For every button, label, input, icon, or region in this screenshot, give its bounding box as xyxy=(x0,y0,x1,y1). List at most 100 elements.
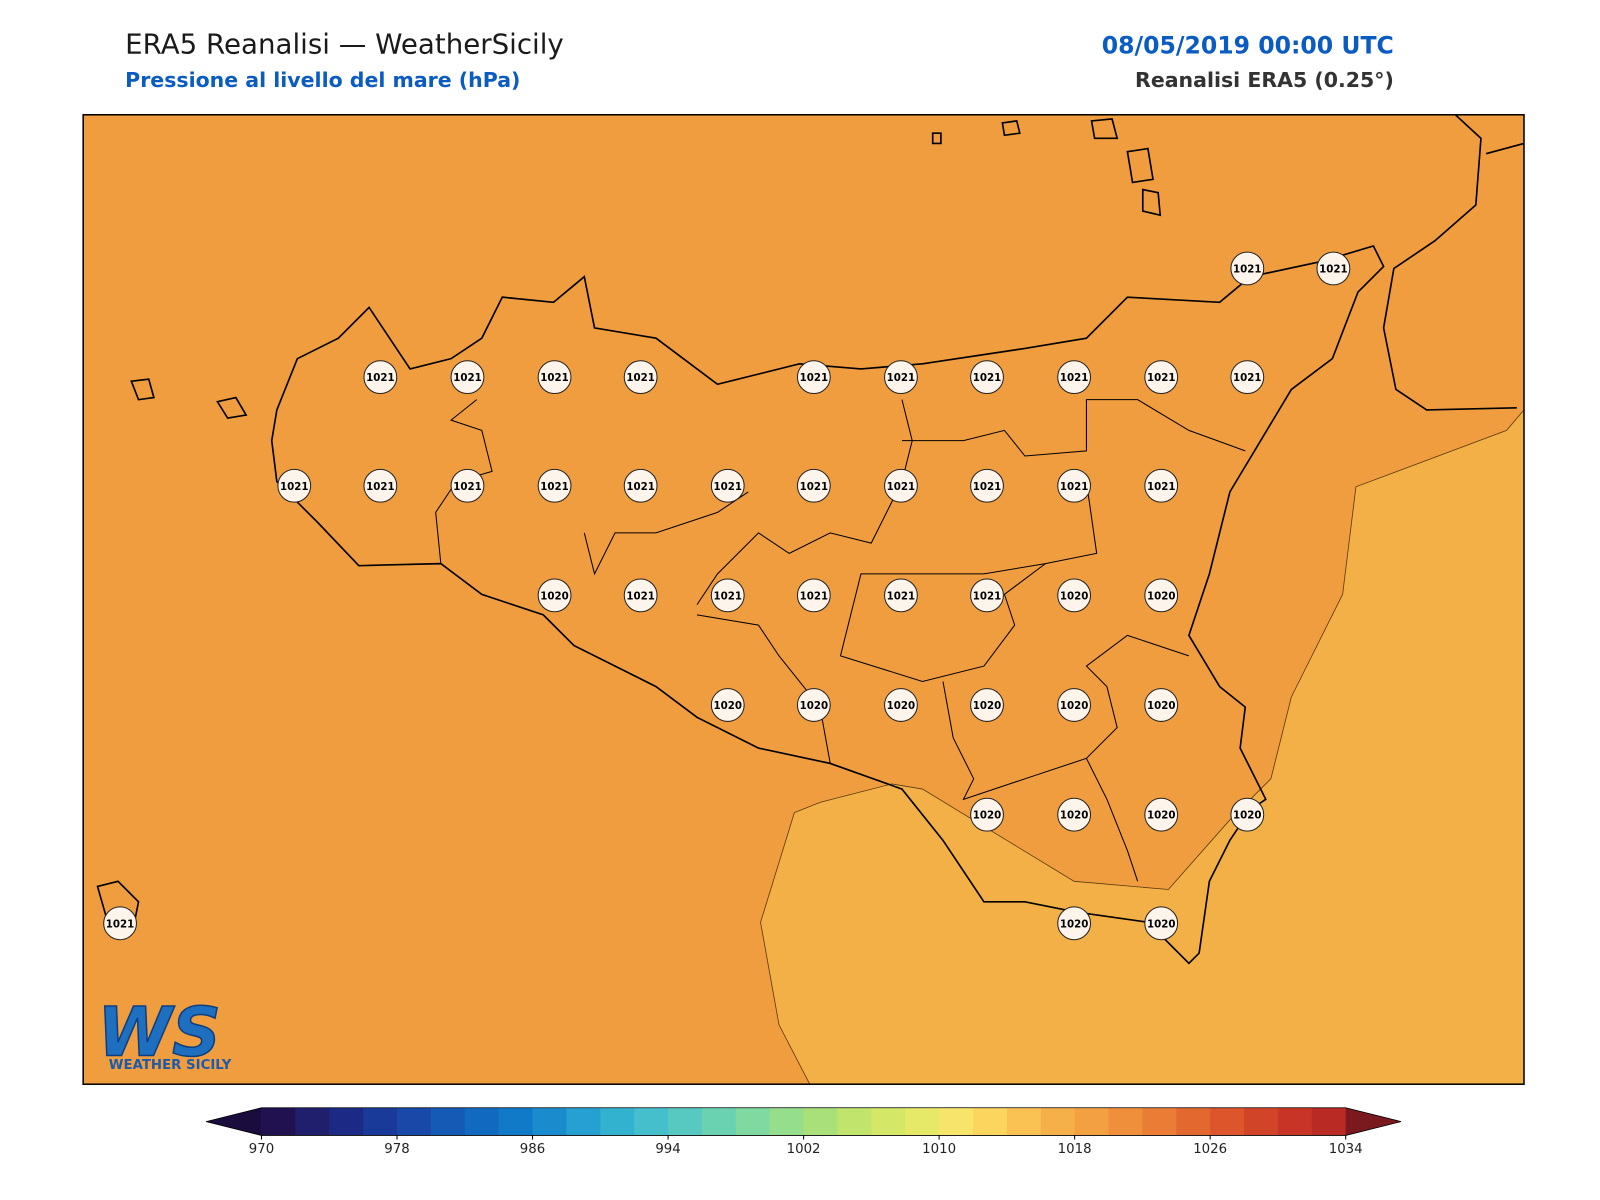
colorbar-bin xyxy=(939,1107,974,1136)
station-marker xyxy=(1144,688,1179,722)
station-value: 1021 xyxy=(887,372,915,384)
colorbar-bin xyxy=(464,1107,500,1136)
station-marker xyxy=(1230,797,1265,832)
station-value: 1021 xyxy=(1147,481,1175,493)
colorbar-bin xyxy=(1311,1107,1347,1136)
station: 1021 xyxy=(1057,360,1092,395)
station-value: 1021 xyxy=(800,481,828,493)
title: ERA5 Reanalisi — WeatherSicily xyxy=(125,27,564,60)
station-value: 1020 xyxy=(800,700,828,712)
station-value: 1021 xyxy=(973,590,1001,602)
station-marker xyxy=(970,797,1004,832)
station: 1021 xyxy=(1230,251,1265,286)
station: 1021 xyxy=(884,578,918,613)
pressure-band xyxy=(760,408,1525,1085)
station-marker xyxy=(710,688,745,722)
station-value: 1021 xyxy=(1233,264,1261,276)
station-value: 1021 xyxy=(1060,372,1088,384)
station-marker xyxy=(796,688,831,722)
station: 1021 xyxy=(710,468,745,503)
station-value: 1020 xyxy=(973,810,1001,822)
station-marker xyxy=(537,468,572,503)
station-value: 1020 xyxy=(887,700,915,712)
station: 1020 xyxy=(1230,797,1265,832)
map-area: 1021 1021 1021 1021 1021 1021 1021 1021 1021 1021… xyxy=(82,114,1525,1085)
station-marker xyxy=(1057,360,1092,395)
province-borders xyxy=(435,399,1246,882)
station-marker xyxy=(796,360,831,395)
colorbar-tick-label: 1002 xyxy=(787,1142,821,1157)
station: 1021 xyxy=(277,468,312,503)
station-value: 1021 xyxy=(453,481,481,493)
station-value: 1021 xyxy=(714,481,742,493)
colorbar-bin xyxy=(397,1107,432,1136)
station: 1021 xyxy=(1316,251,1351,286)
station-labels: 1021 1021 1021 1021 1021 1021 1021 1021 1021 1021… xyxy=(103,251,1351,941)
station-value: 1021 xyxy=(626,372,654,384)
station: 1021 xyxy=(796,468,831,503)
colorbar-bin xyxy=(701,1107,737,1136)
station: 1020 xyxy=(1144,688,1179,722)
colorbar-tick-label: 970 xyxy=(249,1142,274,1157)
station: 1021 xyxy=(1144,468,1179,503)
station-marker xyxy=(796,468,831,503)
station-marker xyxy=(1144,578,1179,613)
station: 1021 xyxy=(884,468,918,503)
colorbar-bin xyxy=(735,1107,771,1136)
station-marker xyxy=(884,688,918,722)
logo-mark: WS xyxy=(98,993,221,1072)
colorbar-tick-label: 1018 xyxy=(1058,1142,1092,1157)
station-marker xyxy=(970,578,1004,613)
station-value: 1021 xyxy=(366,481,394,493)
station-value: 1020 xyxy=(1147,810,1175,822)
station-marker xyxy=(970,360,1004,395)
colorbar-bin xyxy=(532,1107,567,1136)
station-marker xyxy=(1144,468,1179,503)
station: 1020 xyxy=(1144,797,1179,832)
station-marker xyxy=(363,468,398,503)
station-marker xyxy=(450,468,485,503)
station-marker xyxy=(1144,797,1179,832)
station: 1020 xyxy=(1057,688,1092,722)
station: 1021 xyxy=(363,360,398,395)
station: 1021 xyxy=(623,360,658,395)
station-value: 1020 xyxy=(540,590,568,602)
station: 1021 xyxy=(796,578,831,613)
colorbar-tick-label: 994 xyxy=(655,1142,680,1157)
station-value: 1021 xyxy=(1319,264,1347,276)
station-marker xyxy=(710,578,745,613)
station-value: 1021 xyxy=(453,372,481,384)
station-value: 1020 xyxy=(1147,590,1175,602)
colorbar-over xyxy=(1345,1107,1402,1136)
colorbar-bin xyxy=(905,1107,940,1136)
colorbar-bin xyxy=(261,1107,296,1136)
station-value: 1021 xyxy=(1060,481,1088,493)
station-marker xyxy=(1230,360,1265,395)
station-marker xyxy=(1144,906,1179,941)
station-marker xyxy=(1057,688,1092,722)
station-value: 1021 xyxy=(106,918,134,930)
colorbar-bin xyxy=(1210,1107,1245,1136)
logo-text: WEATHER SICILY xyxy=(109,1058,232,1073)
colorbar-bin xyxy=(363,1107,398,1136)
station-marker xyxy=(710,468,745,503)
station: 1021 xyxy=(450,468,485,503)
station: 1021 xyxy=(1057,468,1092,503)
station-value: 1021 xyxy=(366,372,394,384)
colorbar-bin xyxy=(1142,1107,1177,1136)
station-marker xyxy=(1230,251,1265,286)
station: 1020 xyxy=(537,578,572,613)
station: 1021 xyxy=(623,578,658,613)
station-value: 1021 xyxy=(626,481,654,493)
station-marker xyxy=(1057,906,1092,941)
station: 1021 xyxy=(103,906,137,941)
station: 1021 xyxy=(537,468,572,503)
station-marker xyxy=(450,360,485,395)
colorbar-bin xyxy=(1277,1107,1313,1136)
station-marker xyxy=(1057,468,1092,503)
colorbar: 970 978 986 994 1002 1010 1018 1026 1034 xyxy=(206,1107,1402,1157)
colorbar-tick-label: 1010 xyxy=(922,1142,956,1157)
colorbar-bin xyxy=(566,1107,601,1136)
colorbar-bin xyxy=(803,1107,838,1136)
